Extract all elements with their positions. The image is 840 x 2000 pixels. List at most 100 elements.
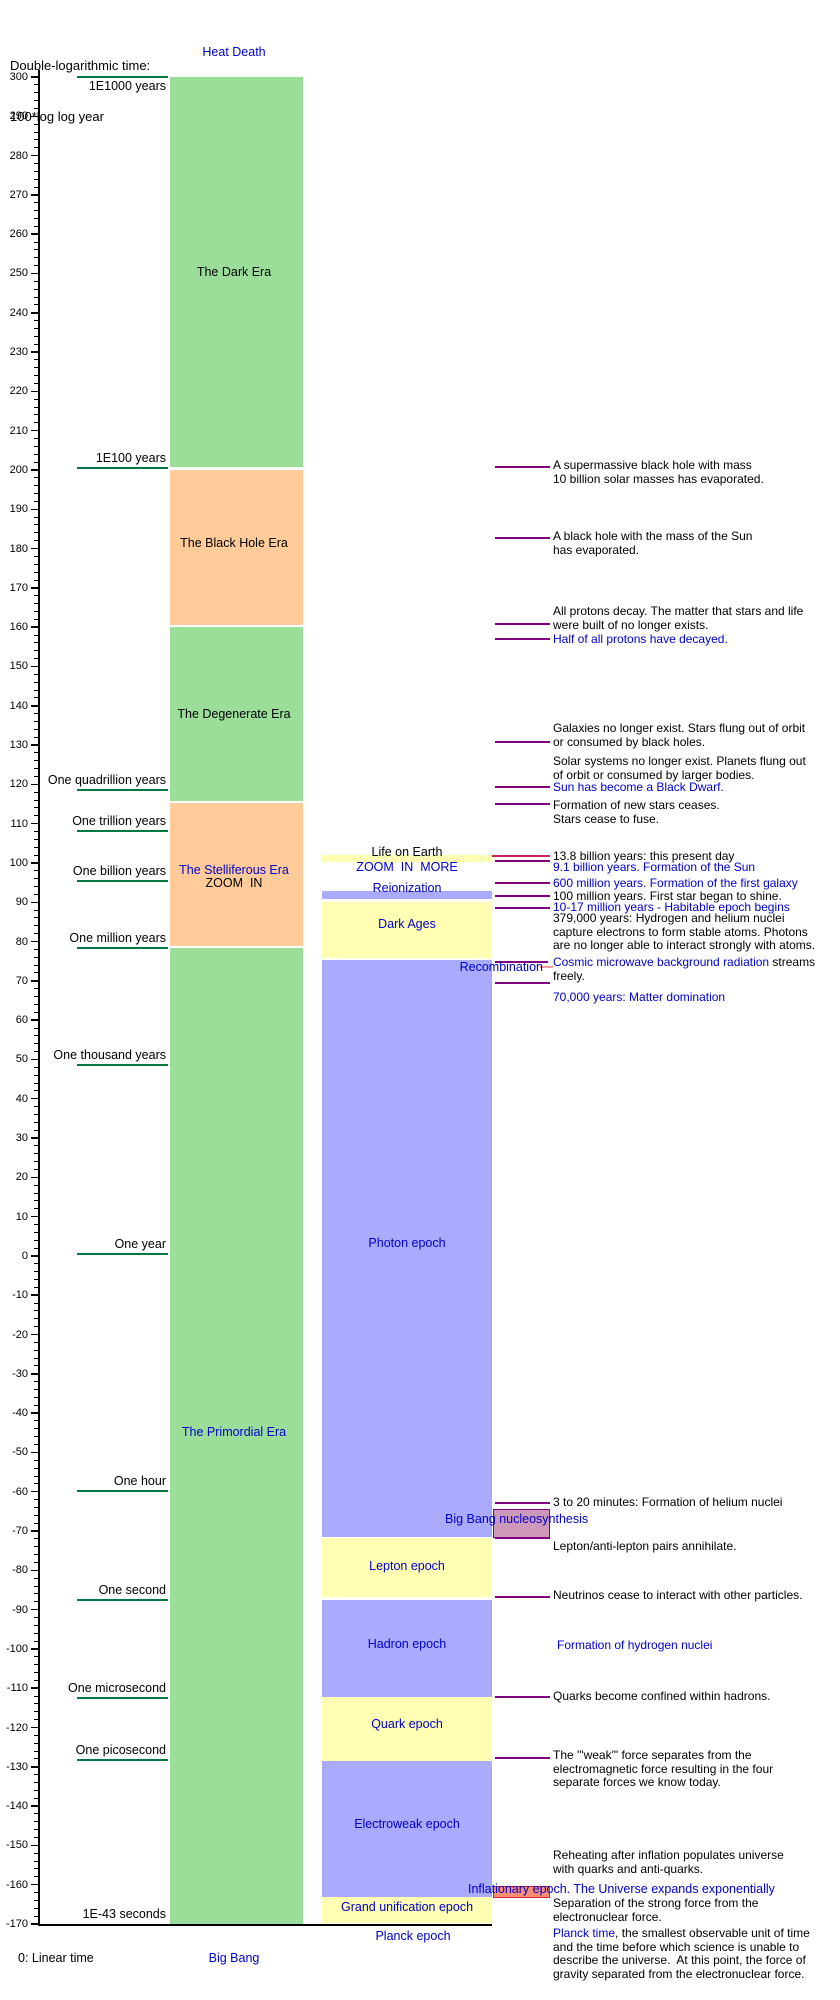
named-tick-label: One thousand years (53, 1048, 166, 1062)
epoch-label-lepton-epoch: Lepton epoch (369, 1559, 445, 1573)
axis-minor-tick (34, 1121, 38, 1123)
axis-minor-tick (34, 988, 38, 990)
annotation-tick-line (495, 961, 548, 963)
axis-minor-tick (34, 776, 38, 777)
ann-strong-force: Separation of the strong force from the e… (553, 1896, 758, 1924)
ann-habitable-epoch: 10-17 million years - Habitable epoch be… (553, 900, 790, 915)
axis-minor-tick (34, 1467, 38, 1469)
named-tick-label: One picosecond (75, 1743, 166, 1757)
axis-minor-tick (34, 1813, 38, 1815)
era-box-degenerate-era (170, 627, 303, 801)
annotation-line: were built of no longer exists. (553, 618, 803, 633)
annotation-line: Reheating after inflation populates univ… (553, 1848, 784, 1863)
axis-minor-tick (34, 383, 38, 385)
axis-minor-tick (34, 335, 38, 337)
axis-minor-tick (34, 406, 38, 408)
epoch-label-planck-epoch: Planck epoch (375, 1929, 451, 1943)
axis-minor-tick (34, 540, 38, 542)
epoch-label-life-on-earth: Life on Earth (371, 845, 443, 859)
axis-tick-label: -140 (5, 1800, 28, 1813)
era-box-dark-era (170, 77, 303, 467)
annotation-line: A supermassive black hole with mass (553, 458, 764, 473)
axis-minor-tick (34, 1577, 38, 1579)
annotation-text: or consumed by black holes. (553, 734, 706, 749)
epoch-box-hadron-epoch (322, 1600, 492, 1697)
annotation-text: and the time before which science is una… (553, 1939, 800, 1954)
named-tick-label: One microsecond (68, 1681, 166, 1695)
epoch-label-quark-epoch: Quark epoch (371, 1717, 443, 1731)
ann-present-day: 13.8 billion years: this present day (553, 849, 734, 864)
axis-major-tick (31, 547, 38, 550)
axis-minor-tick (34, 328, 38, 329)
annotation-text: All protons decay. The matter that stars… (553, 604, 804, 618)
axis-minor-tick (34, 838, 38, 840)
epoch-label-recombination: Recombination (459, 960, 543, 974)
annotation-text: Cosmic microwave background radiation (553, 955, 770, 969)
axis-minor-tick (34, 1357, 38, 1359)
axis-tick-label: -130 (5, 1760, 28, 1773)
annotation-text: 9.1 billion years. Formation of the Sun (553, 860, 756, 874)
axis-minor-tick (34, 1593, 38, 1595)
axis-minor-tick (34, 1286, 38, 1288)
axis-minor-tick (34, 461, 38, 463)
axis-major-tick (31, 429, 38, 432)
axis-minor-tick (34, 1349, 38, 1351)
axis-minor-tick (34, 768, 38, 770)
axis-major-tick (31, 980, 38, 982)
ann-galaxies-gone: Galaxies no longer exist. Stars flung ou… (553, 721, 805, 749)
axis-minor-tick (34, 1302, 38, 1304)
annotation-line: Lepton/anti-lepton pairs annihilate. (553, 1539, 737, 1554)
axis-tick-label: 160 (9, 621, 28, 634)
named-tick-line (77, 76, 168, 78)
era-label-stelliferous-era: The Stelliferous Era (179, 863, 289, 877)
annotation-text: Lepton/anti-lepton pairs annihilate. (553, 1539, 737, 1553)
axis-minor-tick (34, 1200, 38, 1202)
annotation-text: 10-17 million years - Habitable epoch be… (553, 900, 790, 914)
axis-tick-label: -30 (12, 1367, 28, 1380)
axis-minor-tick (34, 854, 38, 856)
axis-major-tick (31, 901, 38, 903)
axis-minor-tick (34, 304, 38, 306)
epoch-box-reionization-band (322, 891, 492, 899)
annotation-line: Cosmic microwave background radiation st… (553, 955, 816, 970)
epoch-label-zoom-in-more: ZOOM IN MORE (356, 860, 458, 874)
axis-minor-tick (34, 1192, 38, 1194)
axis-minor-tick (34, 1145, 38, 1147)
annotation-text: A black hole with the mass of the Sun (553, 529, 753, 543)
axis-minor-tick (34, 1514, 38, 1516)
axis-minor-tick (34, 909, 38, 911)
axis-major-tick (31, 1255, 38, 1257)
axis-minor-tick (34, 1829, 38, 1831)
annotation-line: Sun has become a Black Dwarf. (553, 780, 724, 795)
axis-minor-tick (34, 650, 38, 652)
axis-minor-tick (34, 1892, 38, 1894)
axis-minor-tick (34, 147, 38, 149)
axis-tick-label: -170 (5, 1918, 28, 1930)
ann-sun-formation: 9.1 billion years. Formation of the Sun (553, 860, 756, 875)
annotation-text: streams (769, 955, 816, 969)
axis-tick-label: -150 (5, 1839, 28, 1852)
annotation-text: Sun has become a Black Dwarf. (553, 780, 724, 794)
axis-tick-label: 240 (9, 306, 28, 319)
annotation-line: with quarks and anti-quarks. (553, 1862, 784, 1877)
era-label-black-hole-era: The Black Hole Era (180, 536, 288, 550)
axis-minor-tick (34, 367, 38, 369)
annotation-text: 10 billion solar masses has evaporated. (553, 471, 764, 486)
axis-minor-tick (34, 933, 38, 935)
axis-minor-tick (34, 610, 38, 612)
axis-minor-tick (34, 414, 38, 416)
axis-major-tick (31, 1058, 38, 1061)
axis-minor-tick (34, 1860, 38, 1862)
axis-minor-tick (34, 595, 38, 597)
annotation-text: Solar systems no longer exist. Planets f… (553, 754, 806, 768)
axis-tick-label: 130 (9, 739, 28, 752)
axis-tick-label: 300 (9, 71, 28, 83)
axis-major-tick (31, 1373, 38, 1375)
axis-tick-label: 140 (9, 699, 28, 712)
named-tick-line (77, 830, 168, 832)
linear-time-label: 0: Linear time (18, 1951, 94, 1965)
axis-minor-tick (34, 1499, 38, 1501)
ann-planck-time: Planck time, the smallest observable uni… (553, 1926, 810, 1981)
axis-minor-tick (34, 1616, 38, 1618)
axis-minor-tick (34, 1161, 38, 1163)
